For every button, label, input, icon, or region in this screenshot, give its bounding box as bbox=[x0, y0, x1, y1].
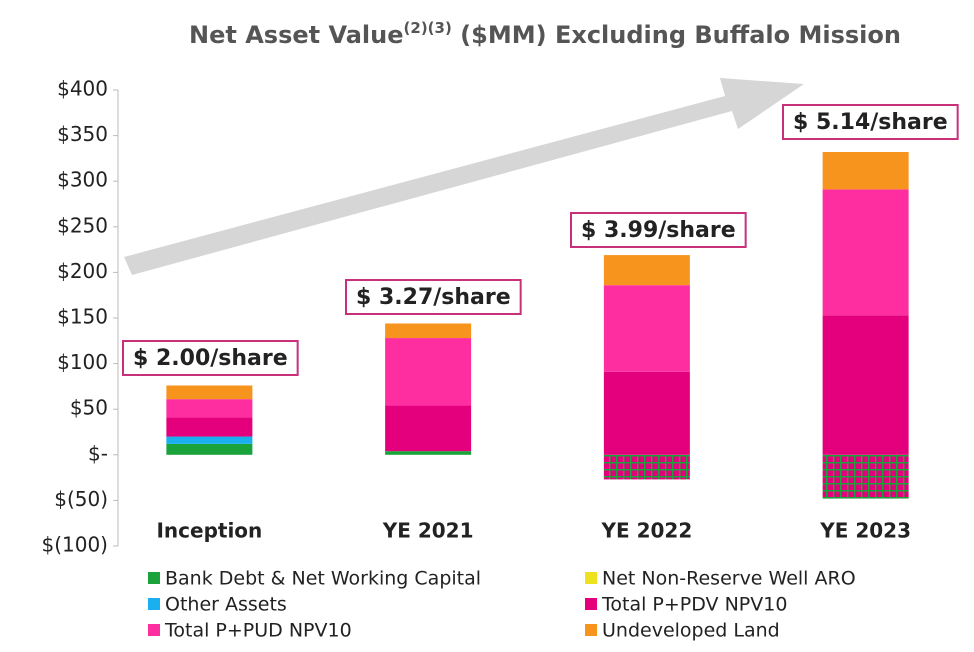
legend-swatch bbox=[148, 572, 160, 584]
y-tick-label: $(50) bbox=[54, 487, 108, 511]
annotation-box bbox=[570, 212, 747, 248]
legend-label: Net Non-Reserve Well ARO bbox=[602, 568, 856, 590]
y-tick-label: $100 bbox=[57, 350, 108, 374]
bar-segment bbox=[603, 255, 690, 286]
legend-swatch bbox=[585, 598, 597, 610]
annotation: $ 2.00/share bbox=[133, 346, 288, 371]
bar-segment bbox=[603, 371, 690, 455]
legend-label: Undeveloped Land bbox=[602, 620, 780, 642]
x-tick-label: YE 2021 bbox=[382, 519, 474, 543]
bar-segment bbox=[385, 405, 472, 452]
bar-segment bbox=[166, 436, 253, 444]
annotation: $ 5.14/share bbox=[793, 110, 948, 135]
legend-label: Total P+PDV NPV10 bbox=[601, 594, 787, 616]
bar-segment bbox=[603, 454, 690, 480]
bar-segment bbox=[166, 443, 253, 455]
bar-segment bbox=[822, 315, 909, 455]
title-rest: ($MM) Excluding Buffalo Mission bbox=[452, 21, 901, 49]
y-tick-label: $300 bbox=[57, 168, 108, 192]
bar-segment bbox=[166, 385, 253, 400]
growth-arrow bbox=[124, 78, 804, 275]
chart-title: Net Asset Value(2)(3) ($MM) Excluding Bu… bbox=[189, 19, 901, 50]
legend-swatch bbox=[148, 598, 160, 610]
y-tick-label: $(100) bbox=[41, 533, 108, 557]
annotation-box bbox=[782, 104, 959, 140]
x-tick-label: YE 2023 bbox=[819, 519, 911, 543]
y-tick-label: $150 bbox=[57, 305, 108, 329]
y-tick-label: $50 bbox=[70, 396, 108, 420]
y-tick-label: $400 bbox=[57, 77, 108, 101]
bar-segment bbox=[385, 451, 472, 455]
bar-segment bbox=[822, 189, 909, 316]
bar-segment bbox=[603, 285, 690, 372]
annotation: $ 3.99/share bbox=[581, 218, 736, 243]
annotation-box bbox=[345, 279, 522, 315]
bar-segment bbox=[385, 323, 472, 339]
x-tick-label: YE 2022 bbox=[600, 519, 692, 543]
annotation-box bbox=[122, 340, 299, 376]
bar-segment bbox=[822, 152, 909, 190]
annotation: $ 3.27/share bbox=[356, 285, 511, 310]
title-main: Net Asset Value bbox=[189, 21, 404, 49]
bar-segment bbox=[385, 338, 472, 406]
title-superscript: (2)(3) bbox=[404, 19, 452, 37]
bar-segment bbox=[822, 454, 909, 499]
y-tick-label: $200 bbox=[57, 259, 108, 283]
legend-swatch bbox=[585, 572, 597, 584]
bar-segment bbox=[166, 417, 253, 437]
legend-label: Bank Debt & Net Working Capital bbox=[165, 568, 481, 590]
legend-label: Other Assets bbox=[165, 594, 287, 616]
y-tick-label: $- bbox=[88, 441, 108, 465]
y-tick-label: $250 bbox=[57, 213, 108, 237]
legend-label: Total P+PUD NPV10 bbox=[164, 620, 352, 642]
x-tick-label: Inception bbox=[156, 519, 262, 543]
legend-swatch bbox=[148, 624, 160, 636]
y-tick-label: $350 bbox=[57, 122, 108, 146]
bar-segment bbox=[166, 399, 253, 418]
legend-swatch bbox=[585, 624, 597, 636]
